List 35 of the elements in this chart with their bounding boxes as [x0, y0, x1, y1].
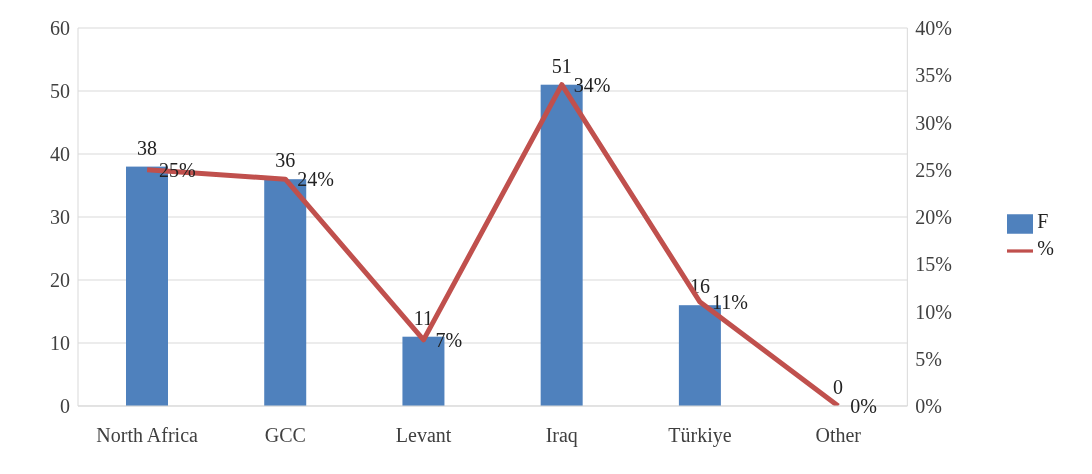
data-label: 24% — [297, 168, 334, 191]
x-tick-label: Levant — [395, 424, 452, 447]
data-label: 11 — [413, 306, 434, 329]
y2-tick-label: 40% — [915, 17, 952, 40]
y-tick-label: 10 — [50, 332, 70, 355]
y-tick-label: 0 — [60, 395, 70, 418]
y2-tick-label: 5% — [915, 347, 942, 370]
x-tick-label: Other — [815, 424, 862, 447]
data-label: 38 — [137, 136, 157, 159]
data-label: 11% — [712, 291, 748, 314]
y2-tick-label: 15% — [915, 253, 952, 276]
legend-label: F — [1037, 209, 1049, 232]
y-tick-label: 30 — [50, 206, 70, 229]
y-tick-label: 60 — [50, 17, 70, 40]
data-label: 36 — [275, 149, 296, 172]
x-tick-label: Iraq — [545, 424, 578, 448]
y2-tick-label: 0% — [915, 395, 942, 418]
y2-tick-label: 30% — [915, 111, 952, 134]
data-label: 25% — [159, 158, 196, 181]
data-label: 0% — [850, 395, 877, 417]
y2-tick-label: 20% — [915, 206, 952, 229]
x-tick-label: Türkiye — [668, 424, 732, 448]
y-tick-label: 20 — [50, 269, 70, 292]
legend-label: % — [1037, 237, 1054, 259]
y2-tick-label: 25% — [915, 158, 952, 181]
y-tick-label: 50 — [50, 80, 70, 103]
data-label: 51 — [551, 54, 572, 77]
y-tick-label: 40 — [50, 143, 70, 166]
data-label: 7% — [435, 328, 463, 351]
data-label: 0 — [833, 376, 844, 398]
x-tick-label: GCC — [264, 424, 306, 447]
data-label: 34% — [573, 73, 611, 96]
x-tick-label: North Africa — [96, 424, 199, 447]
y2-tick-label: 35% — [915, 64, 952, 87]
y2-tick-label: 10% — [915, 300, 952, 323]
